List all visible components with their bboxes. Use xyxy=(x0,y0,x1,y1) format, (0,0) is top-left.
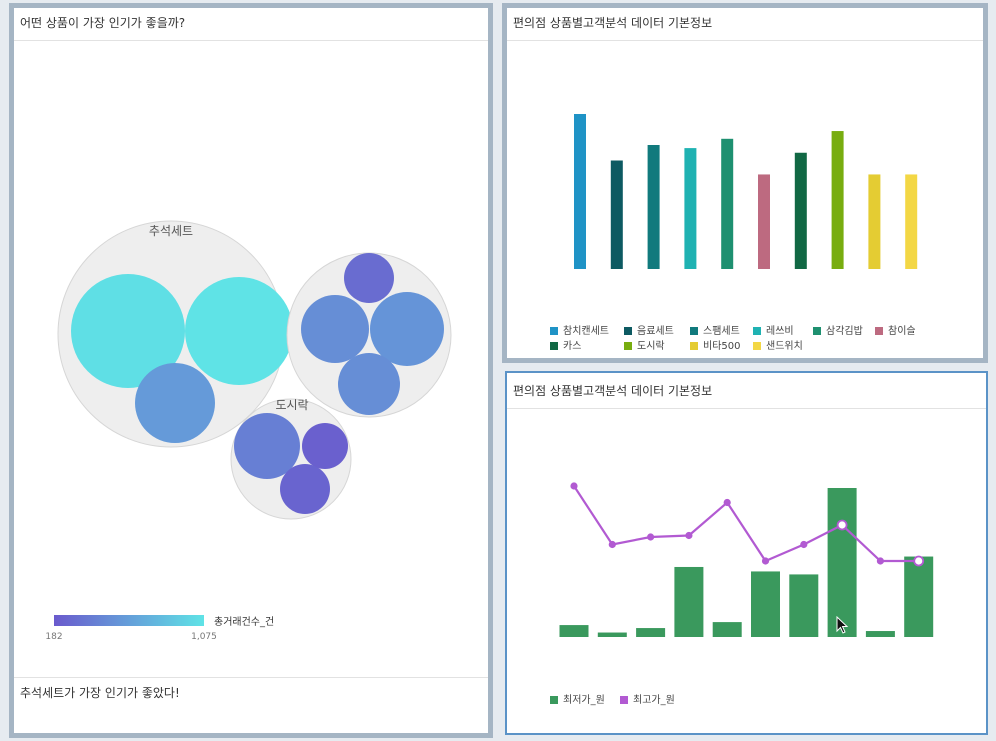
combo-bar-6[interactable] xyxy=(751,571,780,637)
mouse-cursor-icon xyxy=(836,616,849,634)
bar-legend-item[interactable]: 삼각김밥 xyxy=(813,322,863,337)
bubble-2-2[interactable] xyxy=(301,295,369,363)
legend-label: 음료세트 xyxy=(637,326,674,337)
bar-10[interactable] xyxy=(905,174,918,269)
combo-point-9[interactable] xyxy=(876,557,884,565)
legend-label: 참이슬 xyxy=(888,326,916,337)
bar-panel: 편의점 상품별고객분석 데이터 기본정보 참치캔세트 음료세트 스팸세트 레쓰비 삼각김… xyxy=(502,3,988,363)
bar-chart xyxy=(574,114,918,270)
combo-point-3[interactable] xyxy=(647,533,655,541)
bar-legend-item[interactable]: 도시락 xyxy=(624,337,665,352)
group-label-g1: 추석세트 xyxy=(149,224,193,238)
legend-swatch xyxy=(624,327,632,335)
combo-bar-2[interactable] xyxy=(597,632,627,637)
colorbar-max: 1,075 xyxy=(191,632,217,642)
legend-swatch xyxy=(875,327,883,335)
colorbar-label: 총거래건수_건 xyxy=(214,616,274,628)
bubble-1-1[interactable] xyxy=(71,274,185,388)
bar-8[interactable] xyxy=(831,131,844,269)
bar-panel-title: 편의점 상품별고객분석 데이터 기본정보 xyxy=(507,8,983,41)
legend-label: 참치캔세트 xyxy=(563,326,609,337)
legend-label: 샌드위치 xyxy=(766,341,803,352)
colorbar-min: 182 xyxy=(45,632,62,642)
bar-4[interactable] xyxy=(684,148,697,269)
bar-legend-item[interactable]: 샌드위치 xyxy=(753,337,803,352)
bar-1[interactable] xyxy=(574,114,586,269)
legend-label: 레쓰비 xyxy=(766,326,794,337)
combo-chart xyxy=(559,482,934,637)
legend-swatch xyxy=(753,327,761,335)
bar-legend-item[interactable]: 음료세트 xyxy=(624,322,674,337)
combo-point-2[interactable] xyxy=(608,540,616,549)
legend-swatch xyxy=(813,327,821,335)
bar-2[interactable] xyxy=(610,160,623,270)
bubble-3-3[interactable] xyxy=(280,464,330,514)
bar-legend-item[interactable]: 스팸세트 xyxy=(690,322,740,337)
legend-label: 도시락 xyxy=(637,341,665,352)
bar-legend-item[interactable]: 참치캔세트 xyxy=(550,322,609,337)
legend-swatch xyxy=(690,327,698,335)
bubble-2-4[interactable] xyxy=(338,353,400,415)
combo-bar-3[interactable] xyxy=(636,628,666,637)
bar-7[interactable] xyxy=(794,152,807,269)
combo-legend-item[interactable]: 최저가_원 xyxy=(550,691,605,706)
bubble-panel-footer: 추석세트가 가장 인기가 좋았다! xyxy=(14,677,488,733)
combo-point-5[interactable] xyxy=(723,498,731,507)
combo-legend-item[interactable]: 최고가_원 xyxy=(620,691,675,706)
legend-label: 최고가_원 xyxy=(633,695,675,706)
legend-swatch xyxy=(550,696,558,704)
bubble-panel-title: 어떤 상품이 가장 인기가 좋을까? xyxy=(14,8,488,41)
legend-swatch xyxy=(624,342,632,350)
legend-label: 최저가_원 xyxy=(563,695,605,706)
bubble-3-1[interactable] xyxy=(234,413,300,479)
bar-legend-item[interactable]: 카스 xyxy=(550,337,581,352)
bar-legend-item[interactable]: 비타500 xyxy=(690,337,741,352)
bar-9[interactable] xyxy=(868,174,881,269)
legend-swatch xyxy=(753,342,761,350)
combo-point-1[interactable] xyxy=(570,482,578,490)
bar-legend-item[interactable]: 참이슬 xyxy=(875,322,916,337)
combo-line xyxy=(573,485,919,563)
bar-legend-item[interactable]: 레쓰비 xyxy=(753,322,794,337)
legend-swatch xyxy=(690,342,698,350)
combo-point-8[interactable] xyxy=(836,519,848,531)
legend-swatch xyxy=(550,327,558,335)
bubble-1-2[interactable] xyxy=(185,277,293,385)
combo-bar-7[interactable] xyxy=(789,574,819,637)
legend-swatch xyxy=(550,342,558,350)
legend-label: 삼각김밥 xyxy=(826,326,863,337)
legend-label: 카스 xyxy=(563,341,582,352)
legend-swatch xyxy=(620,696,628,704)
combo-bar-8[interactable] xyxy=(827,488,857,637)
legend-label: 비타500 xyxy=(703,341,741,352)
bubble-2-1[interactable] xyxy=(344,253,394,303)
combo-point-7[interactable] xyxy=(800,540,808,549)
bubble-panel: 어떤 상품이 가장 인기가 좋을까? 추석세트 도시락 총거래건수_건 182 … xyxy=(9,3,493,738)
combo-panel-title: 편의점 상품별고객분석 데이터 기본정보 xyxy=(507,373,986,409)
combo-bar-4[interactable] xyxy=(674,566,704,637)
combo-bar-10[interactable] xyxy=(904,556,934,637)
bubble-chart: 추석세트 도시락 총거래건수_건 182 1,075 xyxy=(45,220,452,642)
combo-point-4[interactable] xyxy=(685,531,693,540)
combo-bar-9[interactable] xyxy=(865,631,895,637)
bubble-3-2[interactable] xyxy=(302,423,348,469)
combo-bar-1[interactable] xyxy=(559,625,589,637)
combo-point-6[interactable] xyxy=(761,557,770,565)
colorbar: 총거래건수_건 182 1,075 xyxy=(45,615,274,642)
bar-3[interactable] xyxy=(647,145,660,269)
legend-label: 스팸세트 xyxy=(703,326,740,337)
combo-point-10[interactable] xyxy=(913,555,925,567)
group-label-g3: 도시락 xyxy=(275,398,308,412)
bubble-2-3[interactable] xyxy=(370,292,444,366)
combo-bar-5[interactable] xyxy=(712,622,742,637)
combo-panel: 편의점 상품별고객분석 데이터 기본정보 최저가_원 최고가_원 xyxy=(505,371,988,735)
bar-6[interactable] xyxy=(758,174,770,269)
bar-5[interactable] xyxy=(721,138,734,269)
bubble-1-3[interactable] xyxy=(135,363,215,443)
